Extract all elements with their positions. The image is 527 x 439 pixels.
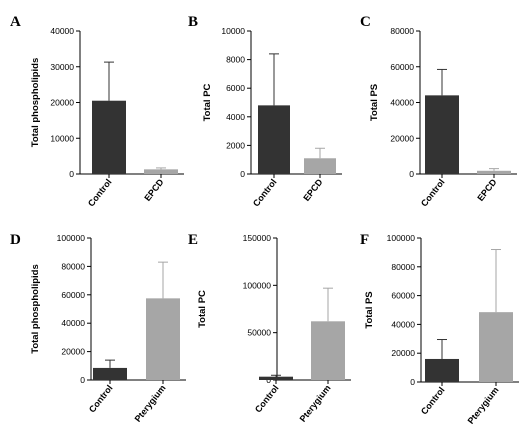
y-tick-label: 0 [69, 169, 74, 179]
x-category-label: Control [87, 383, 115, 414]
y-tick-label: 40000 [50, 26, 74, 36]
x-category-label: Control [253, 383, 281, 414]
y-tick-label: 80000 [390, 26, 414, 36]
y-tick-label: 20000 [50, 98, 74, 108]
chart-panel-f: F Total PS 0 20000 40000 60000 80000 100000 Cont… [360, 232, 519, 426]
x-category-label: Pterygium [466, 385, 501, 426]
panel-letter: F [360, 232, 369, 248]
bar [144, 169, 178, 174]
bar [92, 100, 126, 174]
panel-letter: D [10, 232, 21, 248]
bar [93, 367, 127, 380]
y-tick-label: 60000 [391, 291, 415, 301]
bar [425, 95, 459, 174]
bar [259, 376, 293, 380]
bar [311, 321, 345, 380]
y-axis-title: Total phospholipids [30, 264, 41, 354]
chart-panel-b: B Total PC 0 2000 4000 6000 8000 10000 Control EP… [188, 14, 342, 208]
y-tick-label: 10000 [221, 26, 245, 36]
bar [304, 158, 336, 174]
y-tick-label: 40000 [61, 318, 85, 328]
y-tick-label: 150000 [243, 233, 272, 243]
x-category-label: Control [86, 177, 114, 208]
x-category-label: EPCD [301, 177, 325, 203]
y-tick-label: 100000 [57, 233, 86, 243]
y-tick-label: 80000 [391, 262, 415, 272]
y-tick-label: 30000 [50, 62, 74, 72]
y-tick-label: 60000 [61, 290, 85, 300]
y-tick-label: 2000 [226, 140, 245, 150]
x-category-label: Pterygium [133, 383, 168, 424]
y-tick-label: 100000 [243, 280, 272, 290]
bar [258, 105, 290, 174]
x-category-label: Control [419, 177, 447, 208]
y-tick-label: 20000 [390, 133, 414, 143]
x-category-label: Control [419, 385, 447, 416]
y-tick-label: 100000 [387, 233, 416, 243]
chart-panel-c: C Total PS 0 20000 40000 60000 80000 Control EPC… [360, 14, 517, 208]
y-tick-label: 0 [410, 377, 415, 387]
y-tick-label: 40000 [391, 319, 415, 329]
y-tick-label: 8000 [226, 55, 245, 65]
y-tick-label: 0 [80, 375, 85, 385]
panel-letter: E [188, 232, 198, 248]
y-tick-label: 20000 [391, 348, 415, 358]
y-tick-label: 0 [409, 169, 414, 179]
bar [146, 298, 180, 380]
y-tick-label: 4000 [226, 112, 245, 122]
y-tick-label: 60000 [390, 62, 414, 72]
y-tick-label: 0 [240, 169, 245, 179]
y-tick-label: 6000 [226, 83, 245, 93]
x-category-label: Pterygium [298, 383, 333, 424]
bar [425, 358, 459, 382]
y-tick-label: 80000 [61, 261, 85, 271]
y-axis-title: Total PC [197, 290, 208, 328]
y-tick-label: 20000 [61, 347, 85, 357]
panel-letter: B [188, 14, 198, 30]
bar [477, 170, 511, 174]
chart-panel-a: A Total phospholipids 0 10000 20000 30000 4000… [10, 14, 184, 208]
x-category-label: EPCD [142, 177, 166, 203]
panel-letter: A [10, 14, 21, 30]
y-axis-title: Total phospholipids [30, 58, 41, 148]
x-category-label: EPCD [475, 177, 499, 203]
y-axis-title: Total PC [202, 83, 213, 121]
y-axis-title: Total PS [369, 84, 380, 121]
y-axis-title: Total PS [364, 291, 375, 328]
y-tick-label: 40000 [390, 98, 414, 108]
y-tick-label: 50000 [247, 328, 271, 338]
chart-panel-d: D Total phospholipids 0 20000 40000 60000 8000… [10, 232, 186, 424]
y-tick-label: 10000 [50, 133, 74, 143]
x-category-label: Control [251, 177, 279, 208]
panel-letter: C [360, 14, 371, 30]
bar [479, 312, 513, 382]
